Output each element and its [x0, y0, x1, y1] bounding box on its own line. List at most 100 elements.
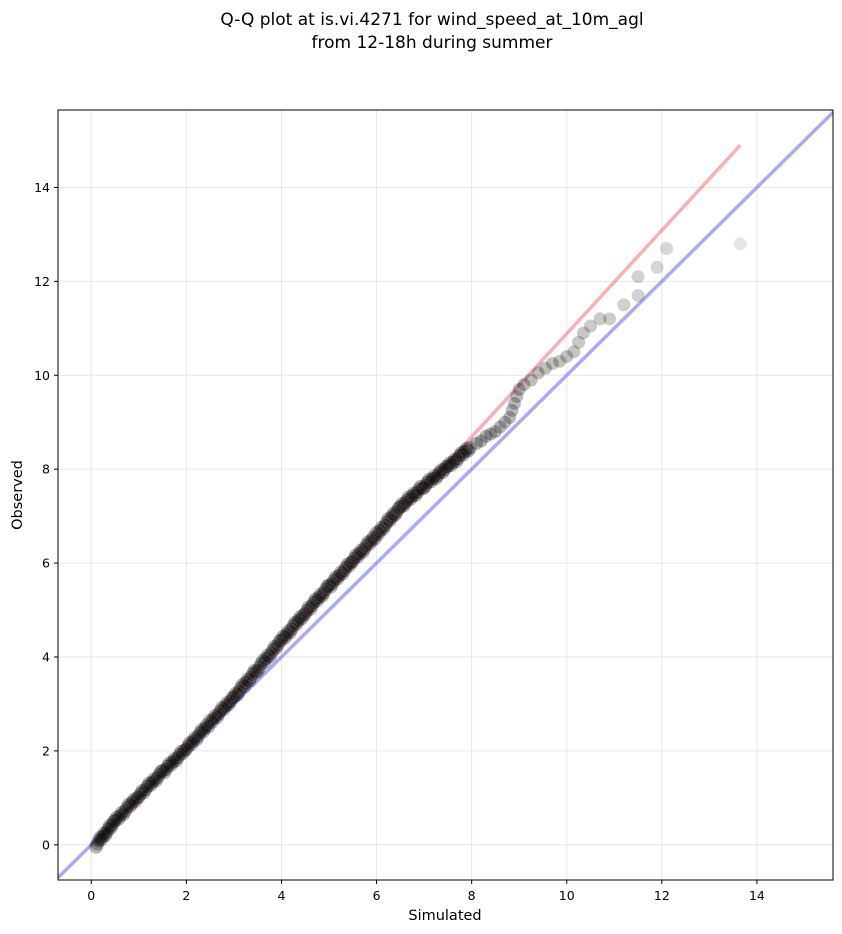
dense-point-143: [327, 573, 342, 588]
dense-point-217: [452, 448, 467, 463]
dense-point-156: [349, 548, 364, 562]
dense-point-22: [121, 797, 136, 812]
dense-point-36: [145, 775, 160, 789]
dense-point-3: [93, 830, 108, 845]
dense-point-212: [444, 458, 459, 473]
y-axis-label: Observed: [10, 460, 26, 530]
data-point-16: [545, 357, 559, 371]
dense-point-13: [106, 814, 121, 829]
x-tick-label-3: 6: [373, 888, 381, 903]
dense-point-157: [350, 549, 365, 564]
dense-point-33: [140, 779, 155, 794]
dense-point-56: [179, 742, 194, 757]
dense-point-116: [281, 624, 296, 638]
data-point-29: [660, 242, 674, 256]
dense-point-127: [300, 603, 314, 618]
dense-point-164: [362, 536, 377, 551]
dense-point-153: [344, 555, 358, 570]
data-point-30: [733, 237, 747, 251]
data-point-25: [617, 298, 631, 312]
y-tick-label-2: 4: [42, 649, 50, 664]
data-point-5: [493, 420, 507, 434]
data-point-21: [576, 326, 590, 340]
dense-point-28: [131, 789, 146, 804]
dense-point-146: [332, 568, 347, 583]
data-point-8: [505, 403, 519, 417]
dense-point-48: [165, 755, 180, 769]
dense-point-155: [347, 551, 362, 566]
dense-point-134: [311, 590, 326, 605]
dense-point-97: [249, 665, 263, 680]
dense-point-172: [376, 522, 391, 536]
dense-point-213: [446, 455, 460, 470]
x-axis-ticks: 0 2 4 6 8 10 12 14: [87, 880, 765, 903]
chart-title-line1: Q-Q plot at is.vi.4271 for wind_speed_at…: [220, 10, 643, 30]
dense-point-141: [323, 579, 338, 594]
dense-point-71: [204, 715, 219, 730]
data-point-22: [584, 319, 598, 333]
dense-points: [89, 441, 477, 854]
dense-point-9: [101, 822, 116, 836]
dense-point-154: [345, 554, 360, 569]
dense-point-24: [125, 795, 139, 810]
dense-point-23: [123, 799, 138, 814]
data-point-4: [488, 425, 502, 439]
dense-point-96: [247, 663, 262, 678]
chart-title-line2: from 12-18h during summer: [312, 33, 553, 53]
data-point-27: [631, 270, 645, 284]
dense-point-106: [264, 646, 279, 661]
dense-point-19: [116, 807, 131, 822]
data-point-7: [503, 411, 517, 425]
dense-point-201: [425, 472, 440, 486]
data-point-20: [572, 335, 586, 349]
dense-point-168: [369, 525, 384, 540]
dense-point-12: [105, 817, 120, 832]
dense-point-107: [266, 643, 280, 657]
dense-point-162: [359, 538, 374, 553]
x-tick-label-4: 8: [468, 888, 476, 903]
x-tick-label-0: 0: [87, 888, 95, 903]
dense-point-0: [89, 839, 103, 854]
dense-point-221: [459, 441, 474, 456]
dense-point-187: [401, 490, 416, 504]
dense-point-180: [390, 504, 404, 519]
dense-point-138: [318, 582, 333, 597]
fit-line: [94, 144, 742, 846]
dense-point-203: [429, 471, 443, 486]
dense-point-44: [159, 762, 173, 777]
dense-point-31: [137, 785, 151, 800]
dense-point-49: [167, 751, 182, 766]
dense-point-57: [181, 739, 195, 753]
dense-point-198: [420, 475, 435, 490]
dense-point-148: [335, 567, 350, 581]
data-point-26: [631, 288, 645, 302]
dense-point-135: [313, 587, 328, 602]
dense-point-122: [291, 613, 306, 628]
dense-point-86: [230, 688, 245, 702]
dense-point-95: [245, 667, 260, 681]
dense-point-61: [187, 731, 202, 745]
dense-point-119: [286, 618, 301, 633]
dense-point-195: [415, 481, 430, 496]
dense-point-117: [283, 625, 297, 640]
dense-point-99: [252, 660, 267, 675]
dense-point-39: [150, 770, 165, 785]
x-tick-label-7: 14: [749, 888, 765, 903]
data-point-28: [650, 260, 664, 274]
dense-point-63: [191, 729, 206, 744]
dense-point-91: [238, 675, 253, 690]
dense-point-73: [208, 708, 223, 723]
data-point-23: [593, 312, 607, 326]
dense-point-85: [228, 686, 243, 701]
dense-point-55: [177, 743, 192, 758]
dense-point-52: [172, 747, 187, 762]
dense-point-185: [398, 496, 413, 510]
dense-point-11: [104, 820, 118, 835]
dense-point-194: [413, 479, 428, 494]
dense-point-131: [306, 595, 321, 610]
dense-point-207: [435, 465, 450, 480]
dense-point-108: [267, 639, 282, 654]
dense-point-192: [410, 485, 425, 500]
y-tick-label-1: 2: [42, 743, 50, 758]
dense-point-169: [371, 527, 386, 542]
